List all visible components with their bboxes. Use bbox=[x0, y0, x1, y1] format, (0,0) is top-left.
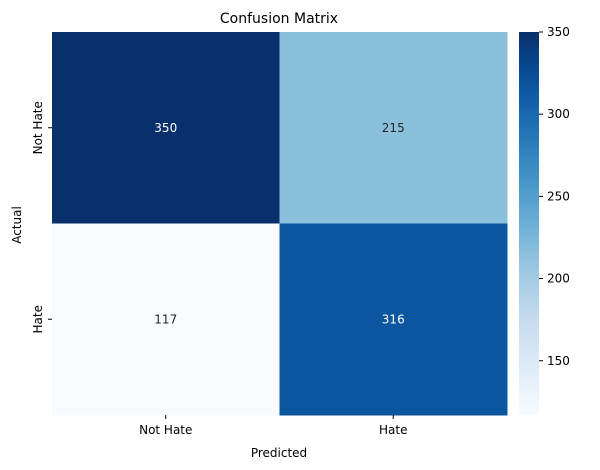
y-tick-label: Not Hate bbox=[31, 101, 45, 154]
cell-value-label: 316 bbox=[382, 312, 405, 326]
colorbar-tick-label: 300 bbox=[547, 107, 570, 121]
x-axis: Not Hate Hate bbox=[139, 415, 407, 437]
heatmap-cell bbox=[52, 32, 280, 224]
cell-value-label: 215 bbox=[382, 121, 405, 135]
x-tick-label: Not Hate bbox=[139, 423, 192, 437]
cell-value-label: 350 bbox=[154, 121, 177, 135]
colorbar-tick-label: 200 bbox=[547, 272, 570, 286]
colorbar-tick-label: 350 bbox=[547, 25, 570, 39]
colorbar-tick-label: 150 bbox=[547, 354, 570, 368]
colorbar bbox=[519, 32, 539, 415]
heatmap-cells bbox=[52, 32, 508, 416]
chart-title: Confusion Matrix bbox=[220, 11, 338, 27]
x-axis-label: Predicted bbox=[251, 446, 307, 460]
heatmap-cell bbox=[279, 32, 508, 224]
heatmap-cell bbox=[52, 223, 280, 416]
cell-value-label: 117 bbox=[154, 312, 177, 326]
heatmap-cell bbox=[279, 223, 508, 416]
x-tick-label: Hate bbox=[379, 423, 407, 437]
colorbar-tick-label: 250 bbox=[547, 189, 570, 203]
heatmap-cell-labels: 350 215 117 316 bbox=[154, 121, 404, 327]
y-axis-label: Actual bbox=[10, 206, 24, 244]
y-tick-label: Hate bbox=[31, 305, 45, 333]
colorbar-ticks: 150 200 250 300 350 bbox=[539, 25, 570, 368]
y-axis: Not Hate Hate bbox=[31, 101, 52, 333]
